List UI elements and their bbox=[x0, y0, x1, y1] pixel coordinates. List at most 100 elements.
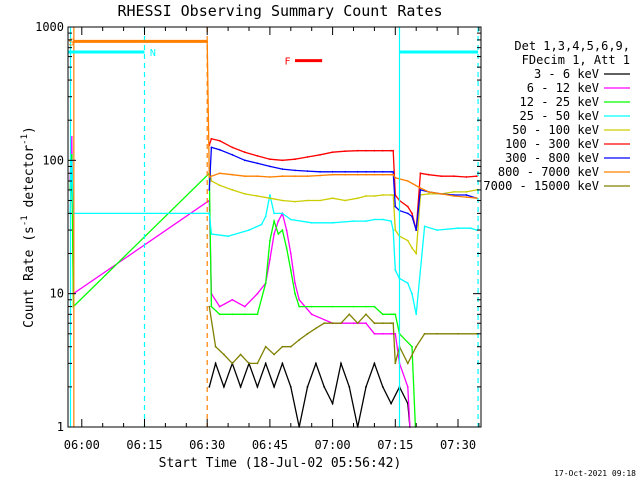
series-lines bbox=[69, 40, 478, 428]
legend-label-300-800-kev: 300 - 800 keV bbox=[505, 151, 599, 165]
data-point bbox=[298, 339, 301, 341]
data-point bbox=[218, 305, 221, 308]
data-point bbox=[208, 386, 211, 388]
data-point bbox=[243, 151, 246, 154]
data-point bbox=[365, 386, 367, 388]
data-point bbox=[415, 229, 418, 232]
data-point bbox=[390, 313, 392, 316]
series-line-3-6-kev bbox=[208, 360, 411, 428]
data-point bbox=[406, 212, 409, 215]
data-point bbox=[465, 194, 468, 196]
data-point bbox=[394, 176, 397, 179]
data-point bbox=[256, 155, 259, 157]
data-point bbox=[365, 195, 367, 197]
series-line-12-25-kev bbox=[69, 154, 417, 428]
data-point bbox=[256, 162, 259, 165]
data-point bbox=[269, 258, 271, 261]
data-point bbox=[427, 193, 430, 195]
data-point bbox=[256, 362, 259, 365]
data-point bbox=[419, 189, 422, 191]
data-point bbox=[273, 353, 275, 356]
data-point bbox=[208, 176, 211, 178]
data-point bbox=[285, 247, 288, 249]
data-point bbox=[457, 227, 459, 230]
y-tick-label: 1 bbox=[57, 420, 64, 434]
data-point bbox=[231, 298, 234, 301]
data-point bbox=[381, 386, 384, 388]
data-point bbox=[315, 362, 317, 365]
x-tick-label: 07:15 bbox=[377, 438, 413, 452]
data-point bbox=[273, 220, 275, 223]
data-point bbox=[298, 298, 301, 301]
data-point bbox=[306, 170, 309, 173]
series-100-300-kev bbox=[208, 137, 478, 232]
data-point bbox=[415, 313, 418, 316]
data-point bbox=[344, 170, 346, 173]
data-point bbox=[239, 386, 242, 388]
data-point bbox=[419, 187, 422, 189]
data-point bbox=[208, 305, 211, 308]
legend-header-line-2: FDecim 1, Att 1 bbox=[522, 53, 630, 67]
series-800-7000-kev bbox=[72, 40, 478, 200]
data-point bbox=[264, 345, 267, 348]
data-point bbox=[289, 269, 292, 272]
data-point bbox=[452, 175, 455, 178]
data-point bbox=[419, 172, 422, 175]
data-point bbox=[411, 215, 413, 218]
data-point bbox=[331, 305, 334, 308]
data-point bbox=[390, 402, 392, 405]
data-point bbox=[210, 305, 213, 308]
series-300-800-kev bbox=[208, 146, 478, 232]
data-point bbox=[256, 195, 259, 197]
data-point bbox=[390, 170, 392, 173]
data-point bbox=[352, 220, 355, 223]
data-point bbox=[273, 386, 275, 388]
x-tick-label: 07:00 bbox=[315, 438, 351, 452]
data-point bbox=[373, 195, 376, 197]
data-point bbox=[331, 173, 334, 176]
data-point bbox=[373, 170, 376, 173]
legend-label-7000-15000-kev: 7000 - 15000 keV bbox=[483, 179, 599, 193]
data-point bbox=[392, 194, 395, 196]
data-point bbox=[356, 170, 359, 173]
data-point bbox=[436, 229, 438, 232]
data-point bbox=[373, 322, 376, 325]
series-3-6-kev bbox=[208, 360, 411, 428]
data-point bbox=[264, 362, 267, 365]
data-point bbox=[440, 193, 443, 195]
data-point bbox=[365, 322, 367, 325]
data-point bbox=[248, 229, 250, 232]
generation-timestamp: 17-Oct-2021 09:18 bbox=[554, 469, 636, 478]
legend-label-6-12-kev: 6 - 12 keV bbox=[527, 81, 599, 95]
data-point bbox=[281, 175, 284, 178]
data-point bbox=[269, 194, 271, 196]
data-point bbox=[281, 229, 284, 232]
data-point bbox=[365, 149, 367, 152]
data-point bbox=[294, 292, 296, 295]
data-point bbox=[390, 173, 392, 176]
data-point bbox=[392, 229, 395, 232]
data-point bbox=[406, 362, 409, 365]
state-bar-label-s: S bbox=[68, 37, 74, 48]
series-12-25-kev bbox=[69, 153, 417, 428]
state-bar-label-f: F bbox=[285, 57, 291, 68]
data-point bbox=[306, 332, 309, 335]
data-point bbox=[289, 252, 292, 255]
data-point bbox=[210, 233, 213, 235]
data-point bbox=[310, 305, 313, 308]
data-point bbox=[331, 197, 334, 200]
data-point bbox=[227, 235, 230, 238]
x-tick-label: 06:00 bbox=[64, 438, 100, 452]
data-point bbox=[452, 191, 455, 193]
data-point bbox=[269, 239, 271, 242]
data-point bbox=[406, 282, 409, 284]
data-point bbox=[465, 176, 468, 178]
data-point bbox=[256, 386, 259, 388]
data-point bbox=[340, 362, 342, 365]
data-point bbox=[348, 313, 351, 316]
data-point bbox=[344, 150, 346, 153]
data-point bbox=[381, 218, 384, 221]
data-point bbox=[269, 158, 271, 161]
plot-frame bbox=[67, 26, 482, 428]
legend-label-100-300-kev: 100 - 300 keV bbox=[505, 137, 599, 151]
